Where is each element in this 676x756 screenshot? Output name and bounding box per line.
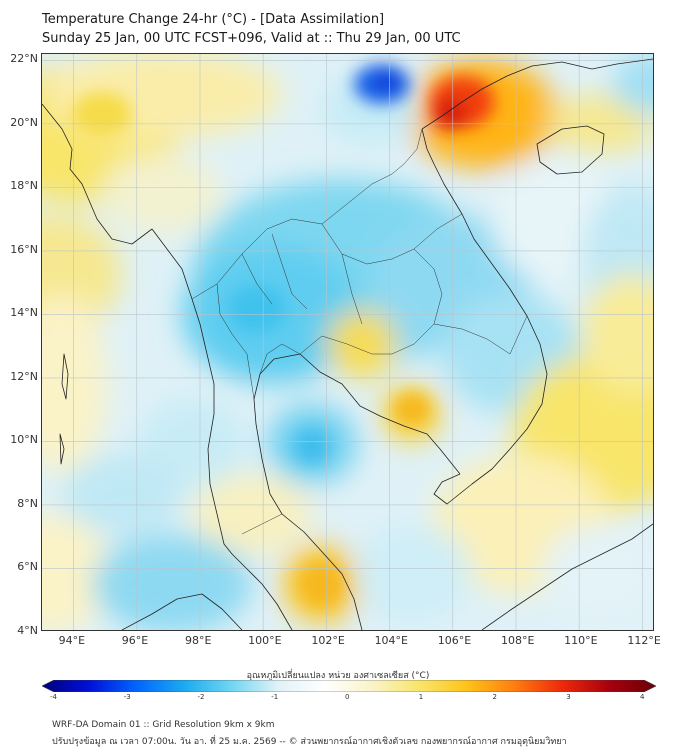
colorbar-tick-label: -4	[50, 693, 57, 701]
temperature-cores	[72, 64, 494, 606]
province-lines	[241, 233, 363, 325]
latitude-label: 8°N	[17, 496, 38, 510]
longitude-label: 104°E	[374, 634, 409, 647]
country-borders	[191, 128, 528, 535]
vietnam-south-coast	[421, 128, 548, 505]
myanmar-coast	[42, 103, 233, 555]
graticule	[42, 54, 653, 630]
longitude-label: 112°E	[627, 634, 661, 647]
malay-west-coast	[231, 553, 293, 630]
longitude-label: 94°E	[58, 634, 86, 647]
border-myanmar-thailand-laos	[191, 128, 423, 300]
longitude-label: 106°E	[437, 634, 472, 647]
latitude-label: 6°N	[17, 560, 38, 574]
longitude-label: 110°E	[564, 634, 598, 647]
latitude-label: 18°N	[10, 179, 38, 193]
latitude-label: 14°N	[10, 306, 38, 320]
border-central	[259, 343, 301, 375]
longitude-label: 100°E	[248, 634, 282, 647]
sumatra-coast	[121, 593, 243, 630]
borneo-coast	[481, 523, 653, 630]
colorbar-title: อุณหภูมิเปลี่ยนแปลง หน่วย องศาเซลเซียส (…	[246, 671, 430, 681]
footer-credits: ปรับปรุงข้อมูล ณ เวลา 07:00น. วัน อา. ที…	[52, 737, 567, 747]
andaman-islands	[59, 353, 69, 465]
map-subtitle: Sunday 25 Jan, 00 UTC FCST+096, Valid at…	[42, 31, 461, 46]
temperature-change-map[interactable]	[41, 53, 654, 631]
latitude-label: 20°N	[10, 115, 38, 129]
colorbar-tick-label: 3	[566, 693, 571, 701]
colorbar-tick-label: -1	[271, 693, 279, 701]
colorbar-tick-label: 0	[345, 693, 350, 701]
latitude-label: 4°N	[17, 624, 38, 637]
map-title: Temperature Change 24-hr (°C) - [Data As…	[42, 12, 385, 27]
gulf-thailand-coast	[253, 353, 461, 630]
longitude-label: 98°E	[184, 634, 212, 647]
colorbar-tick-label: -3	[123, 693, 131, 701]
latitude-label: 16°N	[10, 242, 38, 256]
colorbar-tick-label: 1	[418, 693, 424, 701]
hainan-island	[536, 125, 605, 175]
longitude-label: 96°E	[121, 634, 149, 647]
border-laos-vietnam-north	[413, 213, 463, 250]
border-cambodia-vietnam	[433, 315, 528, 355]
border-thailand-cambodia	[299, 223, 443, 355]
latitude-label: 12°N	[10, 369, 38, 383]
border-thai-west	[216, 283, 255, 400]
longitude-label: 108°E	[500, 634, 535, 647]
tonkin-coast	[421, 58, 653, 130]
footer-model-info: WRF-DA Domain 01 :: Grid Resolution 9km …	[52, 720, 275, 730]
colorbar-tick-label: 2	[492, 693, 497, 701]
coastlines	[42, 58, 653, 630]
latitude-label: 22°N	[10, 52, 38, 66]
colorbar-tick-label: -2	[197, 693, 205, 701]
longitude-label: 102°E	[311, 634, 345, 647]
latitude-label: 10°N	[10, 433, 38, 447]
colorbar	[42, 680, 656, 692]
colorbar-tick-label: 4	[640, 693, 645, 701]
border-thai-malaysia	[241, 513, 283, 535]
